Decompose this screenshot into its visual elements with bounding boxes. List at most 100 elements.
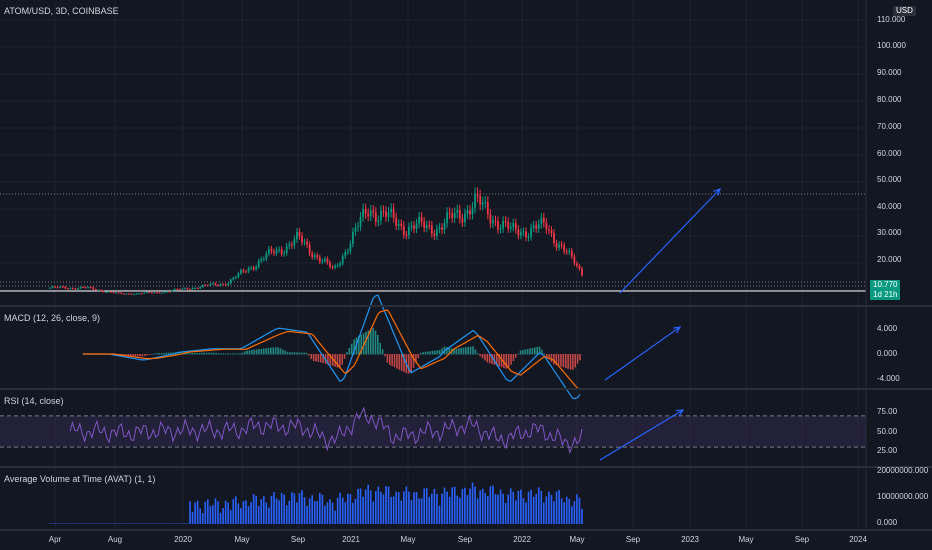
macd-histogram-bar [400,354,403,371]
candle-body [349,243,352,252]
time-tick: May [569,535,585,544]
candle-body [415,223,418,229]
candle-body [382,210,385,212]
volume-bar [148,523,151,524]
macd-histogram-bar [476,353,479,355]
macd-histogram-bar [229,353,232,355]
candle-body [359,216,362,227]
symbol-title[interactable]: ATOM/USD, 3D, COINBASE [4,6,119,16]
trend-arrows[interactable] [599,188,721,461]
rsi-title[interactable]: RSI (14, close) [4,396,64,406]
volume-bar [156,523,158,524]
candle-body [573,256,576,264]
time-tick: 2024 [849,535,867,544]
macd-histogram-bar [412,354,415,368]
candle-body [395,217,398,226]
candle-body [135,293,138,295]
macd-tick: -4.000 [877,373,900,383]
candle-body [69,288,72,290]
volume-bar [515,500,517,524]
volume-bar [51,523,54,524]
rsi-tick: 25.00 [877,446,898,455]
volume-bar [163,523,166,524]
candle-body [173,289,176,291]
macd-histogram-bar [144,354,146,356]
macd-histogram-bar [210,352,213,355]
macd-histogram-bar [388,354,391,365]
candle-body [336,265,339,267]
macd-histogram-bar [569,354,572,370]
price-trend-arrow [619,188,721,294]
volume-bar [207,499,209,524]
candle-body [374,212,377,222]
macd-pane[interactable] [82,294,581,400]
candle-body [441,227,443,230]
candle-body [257,260,260,267]
macd-histogram-bar [438,350,441,355]
candle-body [128,293,130,295]
volume-bar [581,508,583,524]
volume-bar [558,490,560,524]
macd-histogram-bar [553,354,555,365]
macd-histogram-bar [374,330,377,355]
candle-body [385,211,387,217]
macd-histogram-bar [201,352,203,355]
candle-body [176,289,179,291]
candle-body [285,246,288,254]
macd-histogram-bar [284,350,286,355]
macd-histogram-bar [557,354,560,366]
volume-bar [553,501,555,524]
volume-bar [145,523,148,524]
candle-body [156,292,158,294]
macd-histogram-bar [170,352,172,355]
rsi-pane[interactable] [0,406,866,455]
volume-bar [209,506,212,524]
price-tick: 30.000 [877,228,902,237]
candle-body [252,267,255,270]
volume-bar [268,507,270,524]
macd-histogram-bar [329,354,332,366]
volume-bar [313,501,316,524]
time-tick: May [400,535,416,544]
macd-title[interactable]: MACD (12, 26, close, 9) [4,313,101,323]
macd-histogram-bar [336,354,339,368]
volume-bar [578,497,581,524]
time-tick: 2023 [681,535,699,544]
macd-histogram-bar [381,349,384,355]
candle-body [49,287,51,289]
avat-title[interactable]: Average Volume at Time (AVAT) (1, 1) [4,474,156,484]
macd-histogram-bar [339,354,341,369]
volume-bar [354,498,357,524]
candle-body [436,228,438,237]
price-trend-arrow-head [713,188,721,196]
candle-body [458,210,461,219]
candle-body [476,193,479,197]
macd-histogram-bar [203,352,206,355]
candle-body [420,216,423,222]
candle-body [184,288,186,290]
candle-body [74,288,77,290]
macd-histogram-bar [289,352,291,355]
candle-body [362,209,364,217]
volume-bar [380,491,382,524]
avat-pane[interactable] [49,482,583,524]
candle-body [283,253,286,255]
candle-body [138,293,140,295]
volume-bar [349,494,352,524]
macd-histogram-bar [179,351,182,355]
volume-bar [95,523,97,524]
volume-bar [461,488,464,524]
candle-body [423,221,426,228]
macd-histogram-bar [548,354,550,360]
volume-bar [336,497,339,524]
volume-bar [568,498,571,524]
currency-badge[interactable]: USD [893,6,916,16]
volume-bar [367,484,369,524]
candle-body [209,283,212,286]
volume-bar [54,523,56,524]
candle-body [100,290,102,292]
candle-body [219,284,222,286]
price-candles[interactable] [0,187,866,296]
macd-histogram-bar [514,354,517,358]
